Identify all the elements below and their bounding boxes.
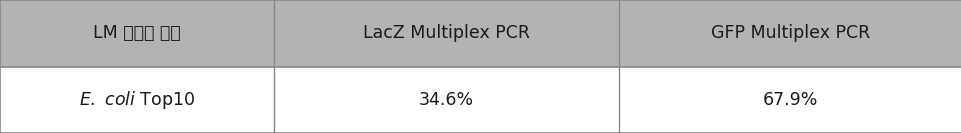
Bar	[0, 0, 274, 66]
Text: GFP Multiplex PCR: GFP Multiplex PCR	[710, 24, 869, 42]
Text: 67.9%: 67.9%	[762, 91, 817, 109]
Bar	[618, 66, 961, 133]
Bar	[0, 66, 274, 133]
Bar	[274, 66, 618, 133]
Text: LacZ Multiplex PCR: LacZ Multiplex PCR	[362, 24, 530, 42]
Bar	[274, 0, 618, 66]
Text: $\mathit{E.\ coli}$ $\mathrm{Top10}$: $\mathit{E.\ coli}$ $\mathrm{Top10}$	[79, 89, 195, 111]
Bar	[618, 0, 961, 66]
Text: 34.6%: 34.6%	[418, 91, 474, 109]
Text: LM 미생물 종류: LM 미생물 종류	[93, 24, 181, 42]
